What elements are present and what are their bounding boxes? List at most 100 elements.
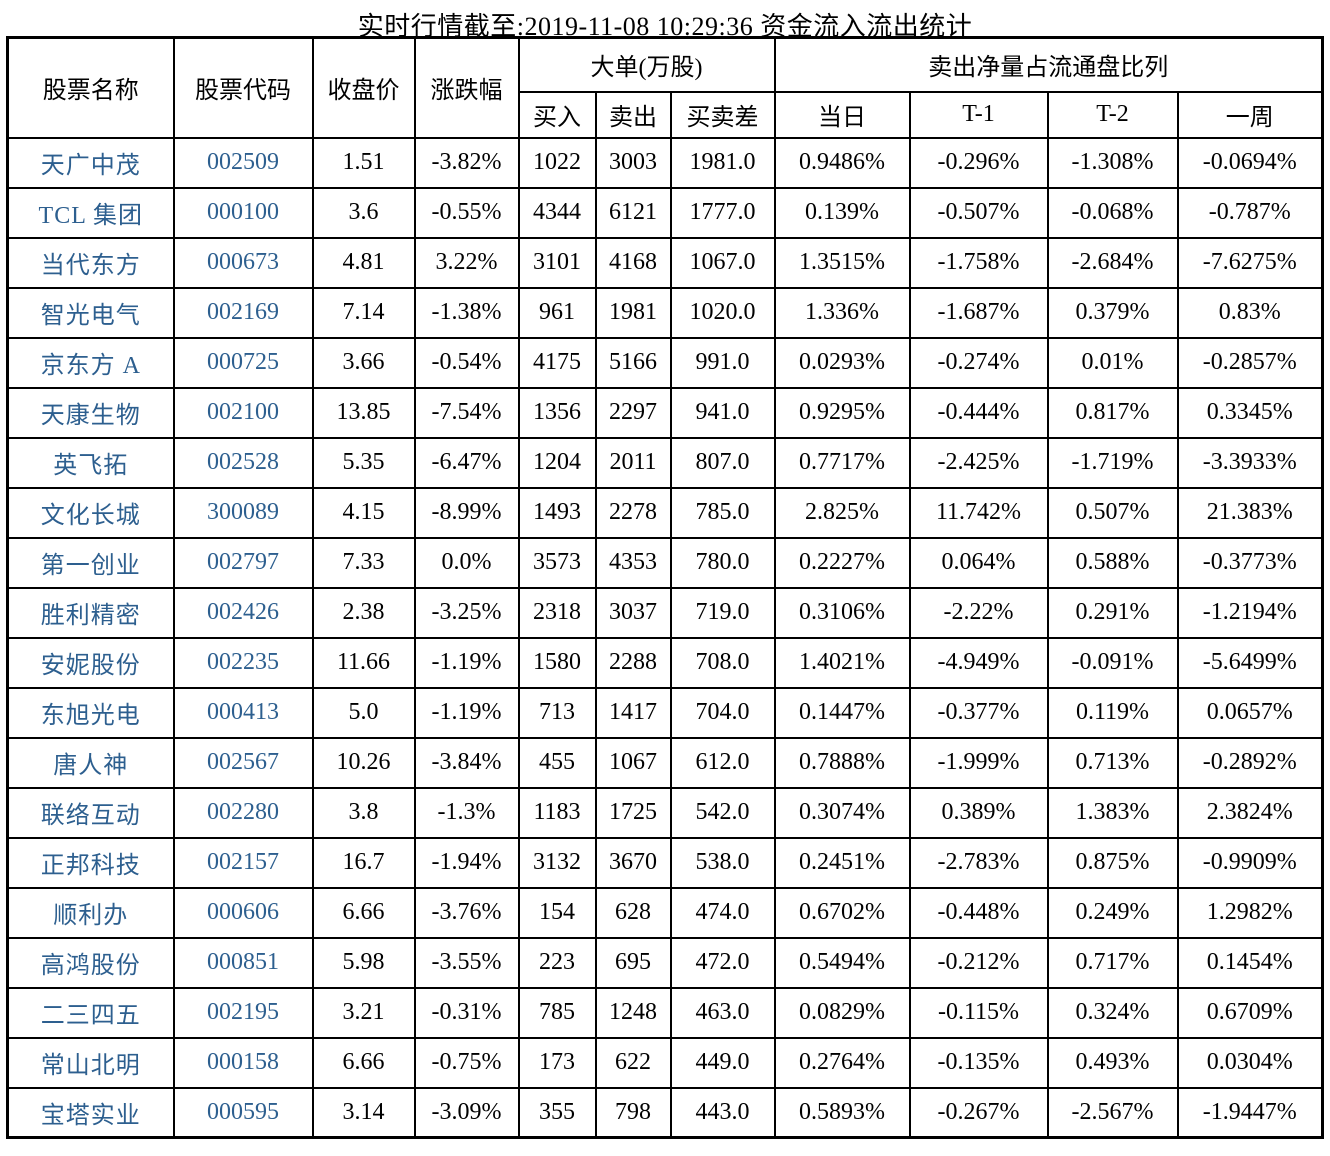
- buy-cell: 173: [517, 1036, 597, 1089]
- buy-cell: 1493: [517, 486, 597, 539]
- close-price-cell: 6.66: [311, 1036, 416, 1089]
- header-sell: 卖出: [594, 90, 672, 139]
- stock-name-cell: 胜利精密: [6, 586, 175, 639]
- net-sell-t1-cell: -0.267%: [908, 1086, 1049, 1139]
- sell-cell: 5166: [594, 336, 672, 389]
- table-header: 股票名称 股票代码 收盘价 涨跌幅 大单(万股) 卖出净量占流通盘比列 买入 卖…: [6, 36, 1324, 139]
- net-sell-t1-cell: -0.212%: [908, 936, 1049, 989]
- net-sell-t1-cell: -0.507%: [908, 186, 1049, 239]
- sell-cell: 2278: [594, 486, 672, 539]
- net-sell-today-cell: 0.2227%: [773, 536, 911, 589]
- table-row: 天康生物 002100 13.85 -7.54% 1356 2297 941.0 0.9295…: [6, 386, 1324, 439]
- net-sell-today-cell: 0.2451%: [773, 836, 911, 889]
- sell-cell: 3037: [594, 586, 672, 639]
- buy-sell-diff-cell: 780.0: [669, 536, 776, 589]
- change-pct-cell: -0.31%: [413, 986, 520, 1039]
- buy-sell-diff-cell: 1067.0: [669, 236, 776, 289]
- stock-name-cell: 东旭光电: [6, 686, 175, 739]
- net-sell-t2-cell: 0.588%: [1046, 536, 1179, 589]
- sell-cell: 1067: [594, 736, 672, 789]
- change-pct-cell: -3.09%: [413, 1086, 520, 1139]
- net-sell-today-cell: 0.9295%: [773, 386, 911, 439]
- net-sell-t2-cell: -2.567%: [1046, 1086, 1179, 1139]
- net-sell-t2-cell: 0.291%: [1046, 586, 1179, 639]
- net-sell-today-cell: 0.2764%: [773, 1036, 911, 1089]
- net-sell-t1-cell: 0.064%: [908, 536, 1049, 589]
- change-pct-cell: -8.99%: [413, 486, 520, 539]
- header-stock-name: 股票名称: [6, 36, 175, 139]
- table-row: 联络互动 002280 3.8 -1.3% 1183 1725 542.0 0.3074% 0.…: [6, 786, 1324, 839]
- net-sell-week-cell: -0.0694%: [1176, 136, 1324, 189]
- close-price-cell: 13.85: [311, 386, 416, 439]
- net-sell-t1-cell: -0.444%: [908, 386, 1049, 439]
- buy-sell-diff-cell: 807.0: [669, 436, 776, 489]
- stock-code-cell: 000606: [172, 886, 314, 939]
- net-sell-week-cell: -1.9447%: [1176, 1086, 1324, 1139]
- buy-sell-diff-cell: 449.0: [669, 1036, 776, 1089]
- stock-name-cell: 第一创业: [6, 536, 175, 589]
- change-pct-cell: -0.54%: [413, 336, 520, 389]
- buy-sell-diff-cell: 1020.0: [669, 286, 776, 339]
- header-big-order-group: 大单(万股): [517, 36, 776, 93]
- stock-name-cell: 二三四五: [6, 986, 175, 1039]
- close-price-cell: 2.38: [311, 586, 416, 639]
- sell-cell: 1725: [594, 786, 672, 839]
- change-pct-cell: -3.84%: [413, 736, 520, 789]
- table-row: 顺利办 000606 6.66 -3.76% 154 628 474.0 0.6702% -0.…: [6, 886, 1324, 939]
- stock-code-cell: 002426: [172, 586, 314, 639]
- net-sell-today-cell: 0.9486%: [773, 136, 911, 189]
- buy-sell-diff-cell: 463.0: [669, 986, 776, 1039]
- header-week: 一周: [1176, 90, 1324, 139]
- sell-cell: 2297: [594, 386, 672, 439]
- close-price-cell: 3.8: [311, 786, 416, 839]
- stock-code-cell: 002797: [172, 536, 314, 589]
- stock-name-cell: 安妮股份: [6, 636, 175, 689]
- close-price-cell: 4.15: [311, 486, 416, 539]
- sell-cell: 622: [594, 1036, 672, 1089]
- net-sell-t2-cell: 0.817%: [1046, 386, 1179, 439]
- change-pct-cell: -1.19%: [413, 636, 520, 689]
- stock-code-cell: 002157: [172, 836, 314, 889]
- net-sell-week-cell: 21.383%: [1176, 486, 1324, 539]
- change-pct-cell: -1.3%: [413, 786, 520, 839]
- change-pct-cell: -0.75%: [413, 1036, 520, 1089]
- net-sell-t2-cell: 0.493%: [1046, 1036, 1179, 1089]
- table-row: 常山北明 000158 6.66 -0.75% 173 622 449.0 0.2764% -0…: [6, 1036, 1324, 1089]
- buy-cell: 1204: [517, 436, 597, 489]
- change-pct-cell: -1.38%: [413, 286, 520, 339]
- change-pct-cell: -7.54%: [413, 386, 520, 439]
- net-sell-t1-cell: -2.22%: [908, 586, 1049, 639]
- stock-code-cell: 002280: [172, 786, 314, 839]
- sell-cell: 2288: [594, 636, 672, 689]
- buy-sell-diff-cell: 612.0: [669, 736, 776, 789]
- buy-cell: 2318: [517, 586, 597, 639]
- net-sell-t1-cell: -0.296%: [908, 136, 1049, 189]
- stock-name-cell: 联络互动: [6, 786, 175, 839]
- table-row: 文化长城 300089 4.15 -8.99% 1493 2278 785.0 2.825% 1…: [6, 486, 1324, 539]
- net-sell-t2-cell: 0.119%: [1046, 686, 1179, 739]
- net-sell-week-cell: 0.3345%: [1176, 386, 1324, 439]
- close-price-cell: 3.21: [311, 986, 416, 1039]
- stock-name-cell: 天广中茂: [6, 136, 175, 189]
- net-sell-today-cell: 0.5494%: [773, 936, 911, 989]
- buy-cell: 785: [517, 986, 597, 1039]
- net-sell-today-cell: 0.6702%: [773, 886, 911, 939]
- close-price-cell: 1.51: [311, 136, 416, 189]
- net-sell-t1-cell: -4.949%: [908, 636, 1049, 689]
- buy-sell-diff-cell: 538.0: [669, 836, 776, 889]
- net-sell-today-cell: 0.1447%: [773, 686, 911, 739]
- net-sell-t2-cell: 0.249%: [1046, 886, 1179, 939]
- buy-cell: 1022: [517, 136, 597, 189]
- net-sell-week-cell: -1.2194%: [1176, 586, 1324, 639]
- close-price-cell: 5.0: [311, 686, 416, 739]
- close-price-cell: 7.33: [311, 536, 416, 589]
- net-sell-t2-cell: 0.717%: [1046, 936, 1179, 989]
- net-sell-t1-cell: -0.115%: [908, 986, 1049, 1039]
- net-sell-t1-cell: -0.377%: [908, 686, 1049, 739]
- sell-cell: 4353: [594, 536, 672, 589]
- stock-code-cell: 000100: [172, 186, 314, 239]
- table-row: 二三四五 002195 3.21 -0.31% 785 1248 463.0 0.0829% -…: [6, 986, 1324, 1039]
- net-sell-week-cell: -0.9909%: [1176, 836, 1324, 889]
- net-sell-t1-cell: 0.389%: [908, 786, 1049, 839]
- sell-cell: 2011: [594, 436, 672, 489]
